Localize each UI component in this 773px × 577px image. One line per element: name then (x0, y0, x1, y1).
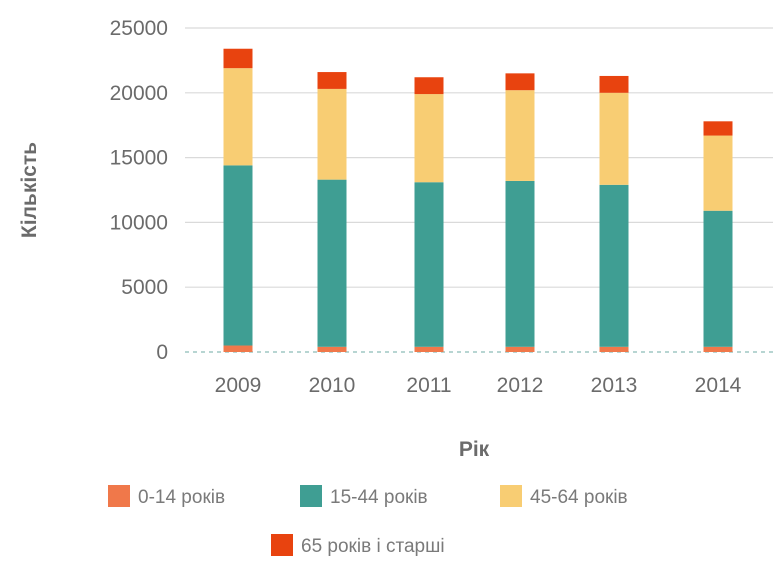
gridlines (185, 27, 773, 353)
bar-segment (505, 346, 535, 352)
legend-swatch (500, 485, 522, 507)
bar-segment (317, 72, 347, 89)
x-tick-label: 2011 (406, 374, 451, 397)
legend-label: 45-64 років (530, 487, 628, 508)
bar-segment (414, 94, 444, 183)
legend-item: 65 років і старші (271, 534, 445, 557)
bar-segment (599, 184, 629, 347)
legend-item: 0-14 років (108, 485, 225, 508)
bar-segment (414, 182, 444, 347)
bar-segment (414, 346, 444, 352)
bar-segment (414, 77, 444, 95)
bar-segment (703, 210, 733, 347)
bar-segment (317, 179, 347, 347)
x-tick-labels: 2009 2010 2011 2012 2013 2014 (215, 374, 742, 397)
y-tick-label: 0 (156, 341, 168, 364)
legend-swatch (271, 534, 293, 556)
legend-label: 65 років і старші (301, 536, 445, 557)
y-tick-label: 25000 (110, 17, 168, 40)
legend-swatch (108, 485, 130, 507)
y-axis-title: Кількість (18, 142, 41, 238)
bar-segment (599, 346, 629, 352)
x-tick-label: 2012 (497, 374, 544, 397)
bar-segment (703, 135, 733, 211)
x-axis-title: Рік (459, 438, 490, 461)
bar-segment (599, 92, 629, 185)
bar-segment (223, 165, 253, 346)
bar-segment (505, 180, 535, 347)
legend-label: 15-44 років (330, 487, 428, 508)
legend-swatch (300, 485, 322, 507)
bar-segment (505, 73, 535, 91)
legend: 0-14 років 15-44 років 45-64 років 65 років… (108, 485, 628, 557)
y-tick-label: 20000 (110, 82, 168, 105)
bar-segment (223, 68, 253, 166)
y-tick-label: 10000 (110, 211, 168, 234)
x-tick-label: 2010 (309, 374, 356, 397)
bar-segment (703, 346, 733, 352)
bar-segment (599, 75, 629, 93)
bar-segment (703, 121, 733, 136)
legend-label: 0-14 років (138, 487, 225, 508)
bar-segment (223, 345, 253, 352)
legend-item: 45-64 років (500, 485, 628, 508)
bar-segment (317, 88, 347, 180)
y-tick-label: 15000 (110, 147, 168, 170)
x-tick-label: 2014 (695, 374, 742, 397)
bar-segment (317, 346, 347, 352)
x-tick-label: 2009 (215, 374, 262, 397)
bar-segment (505, 90, 535, 181)
bar-segment (223, 48, 253, 69)
bars (223, 48, 733, 352)
y-tick-label: 5000 (121, 276, 168, 299)
x-tick-label: 2013 (591, 374, 638, 397)
y-tick-labels: 0 5000 10000 15000 20000 25000 (110, 17, 168, 364)
legend-item: 15-44 років (300, 485, 428, 508)
